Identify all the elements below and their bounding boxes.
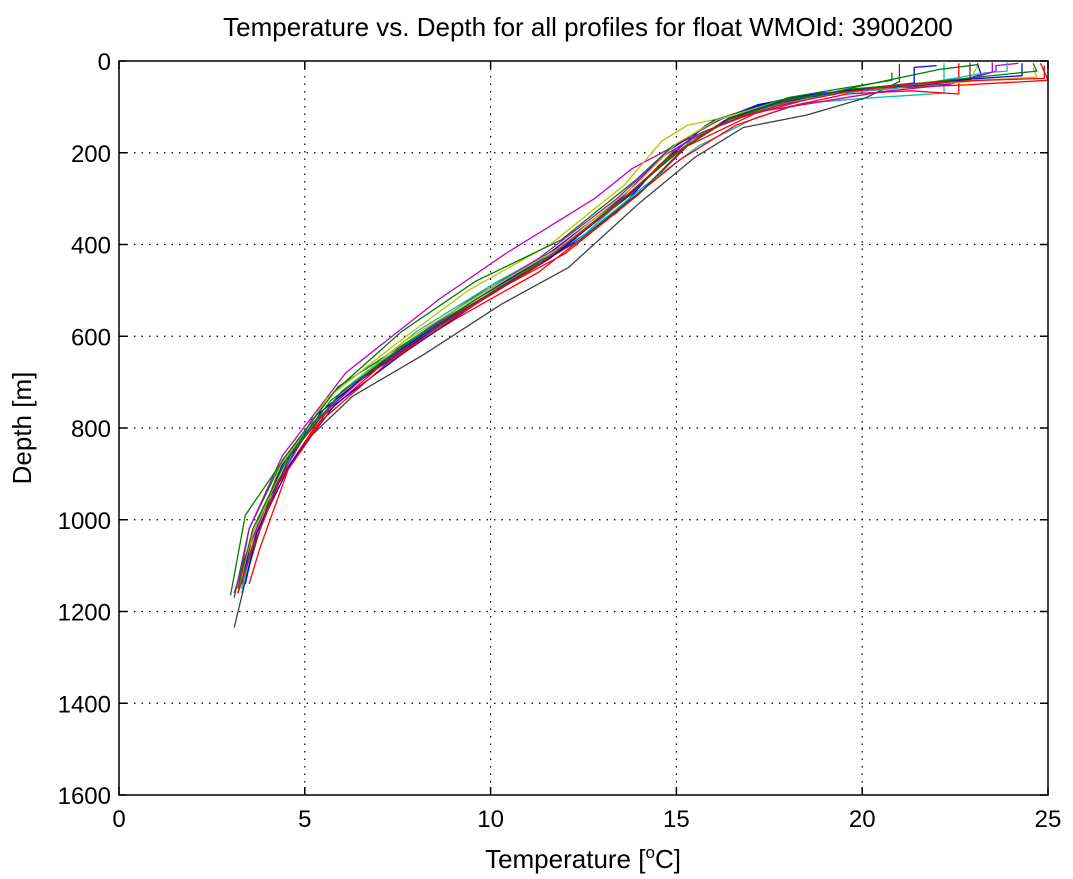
chart-title: Temperature vs. Depth for all profiles f… <box>223 12 953 42</box>
profile-line-3 <box>248 63 1049 585</box>
profile-line-9 <box>229 64 978 596</box>
x-tick-label: 20 <box>849 806 876 833</box>
y-tick-label: 400 <box>71 233 111 260</box>
profile-line-7 <box>233 63 901 628</box>
y-tick-label: 800 <box>71 416 111 443</box>
profile-lines <box>229 62 1049 628</box>
x-axis-label-superscript: o <box>645 843 654 862</box>
profile-line-8 <box>240 63 982 585</box>
profile-line-16 <box>237 63 1038 589</box>
y-tick-label: 1000 <box>58 508 111 535</box>
profile-line-1 <box>240 64 937 589</box>
x-tick-label: 0 <box>112 806 125 833</box>
y-tick-label: 600 <box>71 324 111 351</box>
y-tick-label: 1400 <box>58 691 111 718</box>
plot-frame <box>118 60 1049 796</box>
profile-line-15 <box>244 63 1023 585</box>
grid-lines <box>119 61 1048 795</box>
profile-line-10 <box>237 63 960 594</box>
x-tick-label: 10 <box>477 806 504 833</box>
x-tick-label: 25 <box>1035 806 1062 833</box>
profile-line-14 <box>237 62 971 594</box>
x-tick-label: 5 <box>298 806 311 833</box>
y-axis-label: Depth [m] <box>7 372 37 485</box>
y-tick-label: 0 <box>98 49 111 76</box>
profile-line-17 <box>237 65 1045 594</box>
profile-line-6 <box>237 67 1038 589</box>
y-tick-label: 1600 <box>58 783 111 810</box>
axis-ticks: 0 5 10 15 20 25 0 200 400 600 800 1000 1200 1400 1600 <box>58 49 1062 833</box>
profile-line-2 <box>233 72 893 598</box>
y-tick-label: 1200 <box>58 600 111 627</box>
y-tick-label: 200 <box>71 141 111 168</box>
x-tick-label: 15 <box>663 806 690 833</box>
profile-line-11 <box>240 62 1008 589</box>
x-axis-label: Temperature [oC] <box>485 843 681 874</box>
profile-line-4 <box>240 63 945 594</box>
profile-line-5 <box>237 62 1019 589</box>
profile-line-13 <box>237 65 978 589</box>
profile-line-12 <box>233 62 993 594</box>
